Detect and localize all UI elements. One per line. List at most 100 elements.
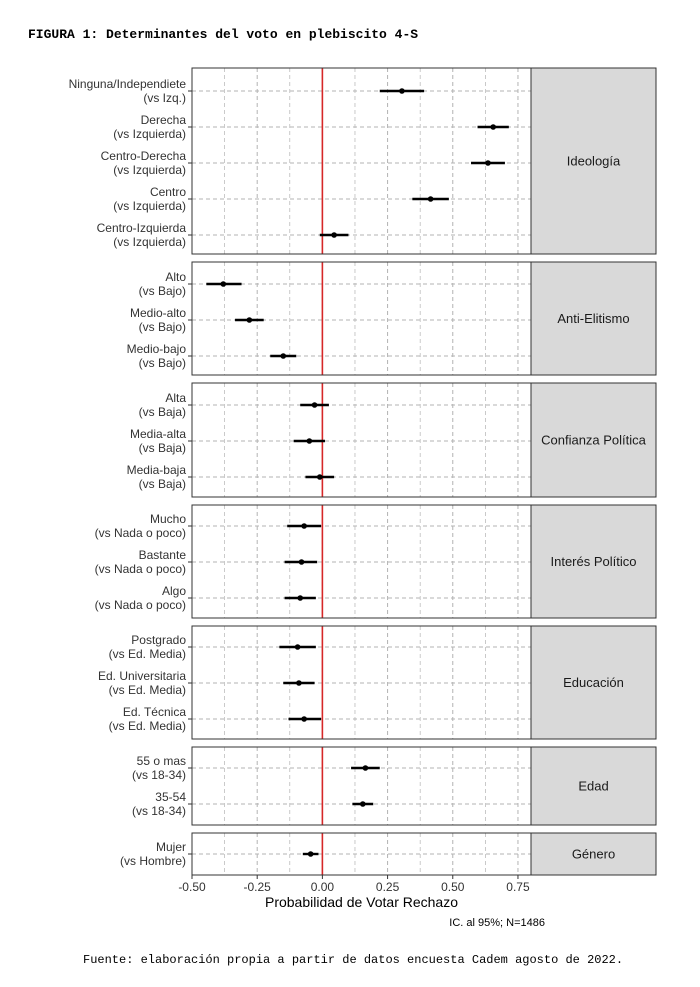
point-estimate xyxy=(360,801,366,807)
point-estimate xyxy=(490,124,496,130)
term-label: Mujer (vs Hombre) xyxy=(120,840,186,868)
facet-strip-label: Edad xyxy=(578,779,608,794)
term-label-line: 55 o mas xyxy=(137,754,186,768)
term-label-line: Postgrado xyxy=(131,633,186,647)
point-estimate xyxy=(301,716,307,722)
term-label: Alta (vs Baja) xyxy=(139,391,187,419)
facet-strip xyxy=(530,625,657,740)
term-label-line: (vs 18-34) xyxy=(132,804,186,818)
term-label: Mucho (vs Nada o poco) xyxy=(95,512,187,540)
facet-strip xyxy=(530,382,657,498)
facet-panel: 55 o mas (vs 18-34)35-54 (vs 18-34)Edad xyxy=(132,746,657,826)
term-label-line: Derecha xyxy=(141,113,187,127)
facet-panel: Mucho (vs Nada o poco)Bastante (vs Nada o … xyxy=(95,504,657,619)
term-label-line: (vs Ed. Media) xyxy=(109,719,186,733)
term-label-line: Ninguna/Independiete xyxy=(69,77,187,91)
point-estimate xyxy=(331,232,337,238)
facet-strip-label: Interés Político xyxy=(551,554,637,569)
point-estimate xyxy=(307,851,314,857)
term-label-line: (vs Baja) xyxy=(139,477,186,491)
point-estimate xyxy=(301,523,307,529)
facet-panel: Mujer (vs Hombre) Género xyxy=(120,832,657,876)
point-estimate xyxy=(220,281,227,287)
point-estimate xyxy=(485,160,491,166)
term-label-line: Bastante xyxy=(139,548,187,562)
chart-caption: IC. al 95%; N=1486 xyxy=(449,917,545,929)
term-label-line: (vs Izquierda) xyxy=(113,163,186,177)
term-label-line: (vs 18-34) xyxy=(132,768,186,782)
term-label-line: Alto xyxy=(165,270,186,284)
term-label-line: (vs Izquierda) xyxy=(113,199,186,213)
term-label: Medio-bajo (vs Bajo) xyxy=(127,342,187,370)
facet-strip xyxy=(530,832,657,876)
term-label: Centro-Izquierda (vs Izquierda) xyxy=(97,221,187,249)
term-label: Alto (vs Bajo) xyxy=(139,270,187,298)
figure-source-note: Fuente: elaboración propia a partir de d… xyxy=(83,953,624,967)
panel-background xyxy=(192,383,531,497)
term-label: Centro (vs Izquierda) xyxy=(113,185,186,213)
term-label-line: Centro xyxy=(150,185,186,199)
point-estimate xyxy=(296,680,302,686)
term-label-line: (vs Ed. Media) xyxy=(109,647,186,661)
facet-strip xyxy=(530,67,657,255)
term-label-line: (vs Bajo) xyxy=(139,356,186,370)
term-label-line: Centro-Derecha xyxy=(101,149,187,163)
point-estimate xyxy=(294,644,301,650)
term-label-line: Ed. Universitaria xyxy=(98,669,186,683)
term-label-line: Media-alta xyxy=(130,427,186,441)
term-label-line: Centro-Izquierda xyxy=(97,221,187,235)
point-estimate xyxy=(316,474,323,480)
term-label-line: Medio-alto xyxy=(130,306,186,320)
x-tick-label: 0.25 xyxy=(376,880,400,894)
point-estimate xyxy=(311,402,318,408)
term-label-line: (vs Bajo) xyxy=(139,284,186,298)
term-label: Derecha (vs Izquierda) xyxy=(113,113,186,141)
term-label: 35-54 (vs 18-34) xyxy=(132,790,186,818)
facet-strip-label: Confianza Política xyxy=(541,433,647,448)
x-tick-label: -0.25 xyxy=(244,880,272,894)
facet-strip xyxy=(530,746,657,826)
term-label-line: Algo xyxy=(162,584,186,598)
term-label-line: Medio-bajo xyxy=(127,342,187,356)
term-label-line: Ed. Técnica xyxy=(123,705,186,719)
facet-panel: Ninguna/Independiete (vs Izq.)Derecha (vs … xyxy=(69,67,657,255)
term-label: Postgrado (vs Ed. Media) xyxy=(109,633,187,661)
coefficient-plot: Ninguna/Independiete (vs Izq.)Derecha (vs … xyxy=(69,67,657,929)
term-label: Bastante (vs Nada o poco) xyxy=(95,548,187,576)
point-estimate xyxy=(298,559,305,565)
term-label: Centro-Derecha (vs Izquierda) xyxy=(101,149,187,177)
x-tick-label: 0.00 xyxy=(311,880,335,894)
x-axis-title: Probabilidad de Votar Rechazo xyxy=(265,894,458,910)
panel-background xyxy=(192,68,531,254)
term-label-line: (vs Baja) xyxy=(139,405,186,419)
term-label-line: (vs Izquierda) xyxy=(113,235,186,249)
term-label: Ninguna/Independiete (vs Izq.) xyxy=(69,77,187,105)
x-tick-label: 0.75 xyxy=(506,880,530,894)
term-label: 55 o mas (vs 18-34) xyxy=(132,754,186,782)
term-label-line: (vs Hombre) xyxy=(120,854,186,868)
term-label-line: 35-54 xyxy=(155,790,186,804)
facet-strip-label: Ideología xyxy=(567,154,621,169)
term-label-line: Mujer xyxy=(156,840,186,854)
facet-strip-label: Educación xyxy=(563,675,624,690)
point-estimate xyxy=(246,317,253,323)
facet-panel: Alto (vs Bajo)Medio-alto (vs Bajo)Medio-ba… xyxy=(127,261,657,376)
term-label-line: Mucho xyxy=(150,512,186,526)
term-label: Medio-alto (vs Bajo) xyxy=(130,306,186,334)
facet-panel: Alta (vs Baja)Media-alta (vs Baja)Media-ba… xyxy=(127,382,657,498)
term-label-line: (vs Nada o poco) xyxy=(95,598,186,612)
panel-background xyxy=(192,747,531,825)
point-estimate xyxy=(399,88,405,94)
point-estimate xyxy=(280,353,287,359)
term-label-line: (vs Izq.) xyxy=(143,91,186,105)
point-estimate xyxy=(306,438,313,444)
panel-background xyxy=(192,262,531,375)
term-label-line: Alta xyxy=(165,391,186,405)
facet-strip xyxy=(530,261,657,376)
x-tick-label: -0.50 xyxy=(178,880,206,894)
facet-panel: Postgrado (vs Ed. Media)Ed. Universitaria… xyxy=(98,625,657,740)
facet-strip xyxy=(530,504,657,619)
point-estimate xyxy=(362,765,369,771)
term-label-line: (vs Ed. Media) xyxy=(109,683,186,697)
point-estimate xyxy=(297,595,304,601)
